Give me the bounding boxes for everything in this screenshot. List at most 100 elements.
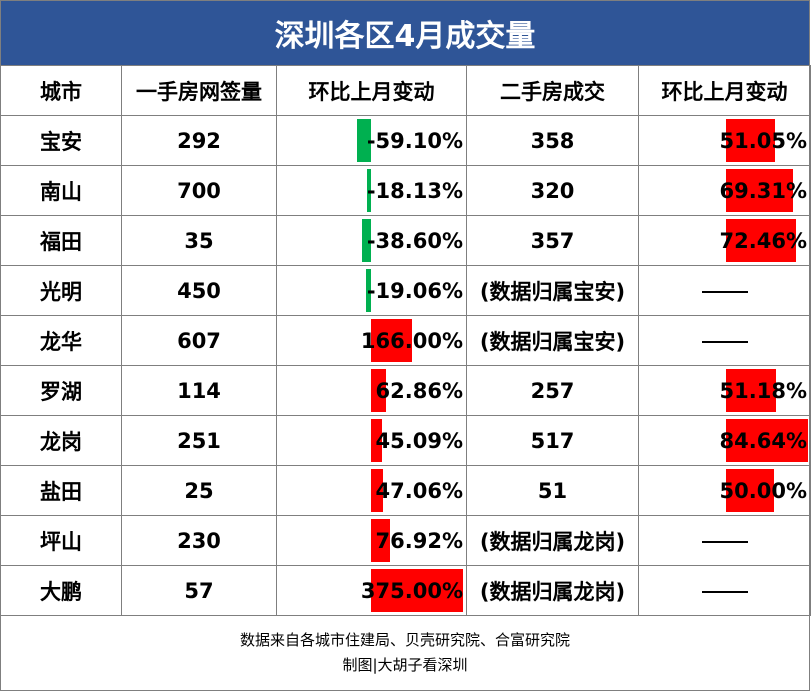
no-data-dash <box>701 540 748 543</box>
table-row: 光明 450 -19.06% (数据归属宝安) <box>0 265 811 316</box>
new-mom-value: -18.13% <box>366 178 463 203</box>
col-header-second-sales: 二手房成交 <box>466 65 639 116</box>
cell-second-mom: 50.00% <box>638 465 811 516</box>
cell-second-mom <box>638 265 811 316</box>
second-mom-value: 50.00% <box>719 478 807 503</box>
cell-second-mom <box>638 315 811 366</box>
cell-new-mom: 45.09% <box>276 415 467 466</box>
cell-city: 大鹏 <box>0 565 122 616</box>
credit-note: 制图|大胡子看深圳 <box>342 656 468 674</box>
cell-city: 南山 <box>0 165 122 216</box>
negative-data-bar <box>362 219 371 262</box>
cell-new-sales: 292 <box>121 115 277 166</box>
cell-city: 龙岗 <box>0 415 122 466</box>
new-mom-value: 375.00% <box>360 578 463 603</box>
cell-second-sales: (数据归属宝安) <box>466 315 639 366</box>
positive-data-bar <box>726 419 808 462</box>
positive-data-bar <box>371 469 383 512</box>
cell-new-mom: -19.06% <box>276 265 467 316</box>
no-data-dash <box>701 290 748 293</box>
table-row: 盐田 25 47.06% 51 50.00% <box>0 465 811 516</box>
positive-data-bar <box>371 419 382 462</box>
cell-new-mom: 166.00% <box>276 315 467 366</box>
table-row: 福田 35 -38.60% 357 72.46% <box>0 215 811 266</box>
col-header-city: 城市 <box>0 65 122 116</box>
new-mom-value: 62.86% <box>375 378 463 403</box>
positive-data-bar <box>726 469 774 512</box>
cell-new-sales: 251 <box>121 415 277 466</box>
cell-second-sales: (数据归属宝安) <box>466 265 639 316</box>
cell-city: 龙华 <box>0 315 122 366</box>
cell-new-sales: 114 <box>121 365 277 416</box>
cell-city: 宝安 <box>0 115 122 166</box>
positive-data-bar <box>371 369 386 412</box>
positive-data-bar <box>726 119 775 162</box>
second-mom-value: 51.05% <box>719 128 807 153</box>
cell-new-mom: -59.10% <box>276 115 467 166</box>
negative-data-bar <box>366 269 371 312</box>
table-row: 龙华 607 166.00% (数据归属宝安) <box>0 315 811 366</box>
second-mom-value: 72.46% <box>719 228 807 253</box>
table-row: 坪山 230 76.92% (数据归属龙岗) <box>0 515 811 566</box>
data-table: 城市 一手房网签量 环比上月变动 二手房成交 环比上月变动 宝安 292 -59.1… <box>0 65 811 616</box>
cell-city: 坪山 <box>0 515 122 566</box>
table-row: 宝安 292 -59.10% 358 51.05% <box>0 115 811 166</box>
cell-new-sales: 25 <box>121 465 277 516</box>
positive-data-bar <box>371 569 463 612</box>
cell-new-mom: -38.60% <box>276 215 467 266</box>
cell-second-sales: 257 <box>466 365 639 416</box>
footer: 数据来自各城市住建局、贝壳研究院、合富研究院 制图|大胡子看深圳 <box>1 615 809 690</box>
cell-city: 罗湖 <box>0 365 122 416</box>
cell-new-mom: 62.86% <box>276 365 467 416</box>
cell-new-mom: 375.00% <box>276 565 467 616</box>
cell-second-sales: (数据归属龙岗) <box>466 565 639 616</box>
new-mom-value: 47.06% <box>375 478 463 503</box>
header-row: 城市 一手房网签量 环比上月变动 二手房成交 环比上月变动 <box>0 65 811 116</box>
new-mom-value: -38.60% <box>366 228 463 253</box>
cell-second-sales: 51 <box>466 465 639 516</box>
new-mom-value: -59.10% <box>366 128 463 153</box>
cell-new-sales: 35 <box>121 215 277 266</box>
cell-second-sales: 357 <box>466 215 639 266</box>
cell-second-sales: (数据归属龙岗) <box>466 515 639 566</box>
cell-new-mom: 47.06% <box>276 465 467 516</box>
cell-second-sales: 358 <box>466 115 639 166</box>
cell-second-sales: 320 <box>466 165 639 216</box>
cell-new-sales: 230 <box>121 515 277 566</box>
second-mom-value: 69.31% <box>719 178 807 203</box>
cell-city: 盐田 <box>0 465 122 516</box>
no-data-dash <box>701 590 748 593</box>
cell-new-sales: 700 <box>121 165 277 216</box>
col-header-second-mom: 环比上月变动 <box>638 65 811 116</box>
table-row: 大鹏 57 375.00% (数据归属龙岗) <box>0 565 811 616</box>
table-row: 罗湖 114 62.86% 257 51.18% <box>0 365 811 416</box>
table-row: 龙岗 251 45.09% 517 84.64% <box>0 415 811 466</box>
second-mom-value: 51.18% <box>719 378 807 403</box>
no-data-dash <box>701 340 748 343</box>
negative-data-bar <box>357 119 371 162</box>
cell-second-mom: 51.05% <box>638 115 811 166</box>
positive-data-bar <box>726 219 796 262</box>
col-header-new-sales: 一手房网签量 <box>121 65 277 116</box>
page-title: 深圳各区4月成交量 <box>1 1 809 66</box>
positive-data-bar <box>726 169 793 212</box>
new-mom-value: 76.92% <box>375 528 463 553</box>
cell-new-sales: 450 <box>121 265 277 316</box>
cell-new-sales: 57 <box>121 565 277 616</box>
positive-data-bar <box>371 319 412 362</box>
cell-second-mom <box>638 565 811 616</box>
cell-new-sales: 607 <box>121 315 277 366</box>
table-row: 南山 700 -18.13% 320 69.31% <box>0 165 811 216</box>
cell-second-mom <box>638 515 811 566</box>
new-mom-value: 166.00% <box>360 328 463 353</box>
cell-second-mom: 72.46% <box>638 215 811 266</box>
positive-data-bar <box>726 369 776 412</box>
new-mom-value: -19.06% <box>366 278 463 303</box>
cell-second-mom: 51.18% <box>638 365 811 416</box>
source-note: 数据来自各城市住建局、贝壳研究院、合富研究院 <box>239 631 570 649</box>
second-mom-value: 84.64% <box>719 428 807 453</box>
new-mom-value: 45.09% <box>375 428 463 453</box>
cell-second-mom: 69.31% <box>638 165 811 216</box>
positive-data-bar <box>371 519 390 562</box>
